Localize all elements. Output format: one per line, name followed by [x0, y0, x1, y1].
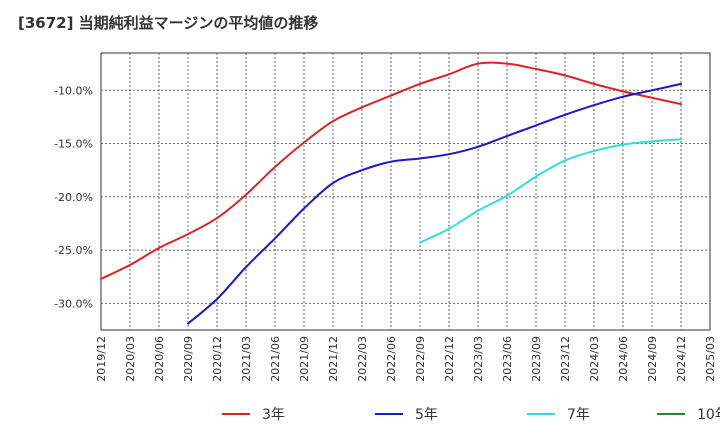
x-tick-label: 2023/12	[559, 336, 572, 382]
x-tick-label: 2022/09	[414, 336, 427, 382]
legend-label: 5年	[415, 407, 438, 423]
x-tick-label: 2019/12	[95, 336, 108, 382]
x-tick-label: 2024/03	[588, 336, 601, 382]
y-tick-label: -25.0%	[54, 244, 93, 257]
x-tick-label: 2020/09	[182, 336, 195, 382]
y-tick-label: -30.0%	[54, 297, 93, 310]
y-tick-label: -15.0%	[54, 138, 93, 151]
x-tick-label: 2025/03	[704, 336, 717, 382]
axes: 2019/12 2020/03 2020/06 2020/09 2020/12 2021/…	[54, 84, 717, 381]
series-lines	[100, 61, 682, 325]
x-tick-label: 2021/03	[240, 336, 253, 382]
y-tick-label: -10.0%	[54, 84, 93, 97]
x-tick-label: 2020/06	[153, 336, 166, 382]
series-line-7年	[419, 138, 682, 244]
x-tick-label: 2023/06	[501, 336, 514, 382]
x-tick-label: 2021/09	[298, 336, 311, 382]
x-tick-label: 2021/06	[269, 336, 282, 382]
x-tick-label: 2022/03	[356, 336, 369, 382]
x-tick-label: 2021/12	[327, 336, 340, 382]
x-tick-label: 2023/09	[530, 336, 543, 382]
y-tick-label: -20.0%	[54, 191, 93, 204]
legend-label: 7年	[567, 407, 590, 423]
x-tick-label: 2023/03	[472, 336, 485, 382]
x-tick-label: 2022/12	[443, 336, 456, 382]
plot-area	[100, 52, 711, 331]
legend-label: 3年	[262, 407, 285, 423]
x-tick-label: 2022/06	[385, 336, 398, 382]
x-tick-label: 2020/12	[211, 336, 224, 382]
legend: 3年 5年 7年 10年	[222, 407, 720, 423]
x-tick-label: 2024/06	[617, 336, 630, 382]
series-line-5年	[187, 82, 682, 325]
series-line-3年	[100, 61, 682, 280]
legend-label: 10年	[697, 407, 720, 423]
chart-title: [3672] 当期純利益マージンの平均値の推移	[18, 14, 319, 32]
x-tick-label: 2020/03	[124, 336, 137, 382]
x-tick-label: 2024/12	[675, 336, 688, 382]
x-tick-label: 2024/09	[646, 336, 659, 382]
